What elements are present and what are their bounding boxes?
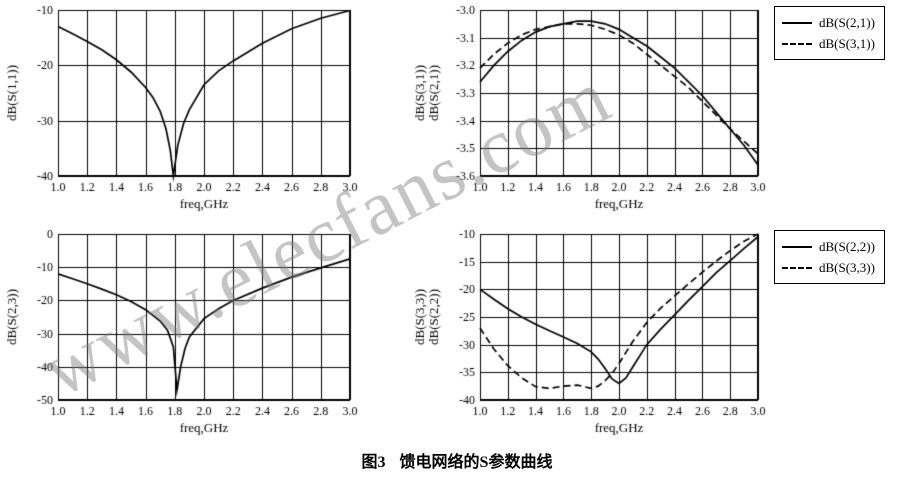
legend-bottom-right: dB(S(2,2)) dB(S(3,3)) [774, 230, 885, 284]
s11-plot [4, 2, 360, 216]
solid-line-icon [782, 21, 812, 24]
figure-number: 图3 [361, 454, 386, 471]
legend-label: dB(S(2,1)) [819, 14, 875, 30]
dashed-line-icon [782, 266, 812, 269]
legend-item: dB(S(2,2)) [782, 236, 875, 257]
figure-caption: 图3 馈电网络的S参数曲线 [0, 448, 914, 472]
solid-line-icon [782, 245, 812, 248]
s23-plot [4, 226, 360, 440]
s21-s31-plot [412, 2, 768, 216]
legend-label: dB(S(3,3)) [819, 259, 875, 275]
legend-label: dB(S(2,2)) [819, 238, 875, 254]
dashed-line-icon [782, 42, 812, 45]
legend-item: dB(S(3,1)) [782, 33, 875, 54]
legend-item: dB(S(3,3)) [782, 257, 875, 278]
legend-label: dB(S(3,1)) [819, 35, 875, 51]
s22-s33-plot [412, 226, 768, 440]
legend-top-right: dB(S(2,1)) dB(S(3,1)) [774, 6, 885, 60]
legend-item: dB(S(2,1)) [782, 12, 875, 33]
figure-title: 馈电网络的S参数曲线 [399, 454, 553, 471]
